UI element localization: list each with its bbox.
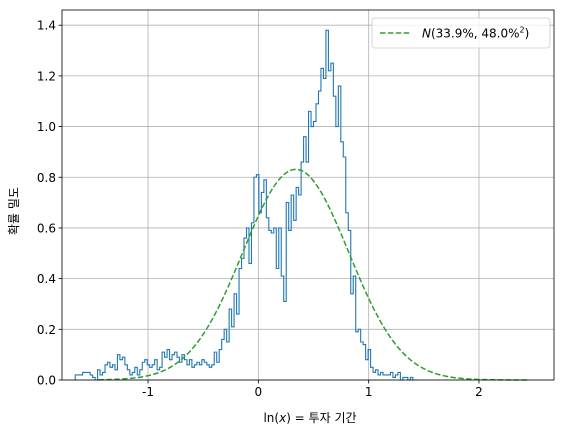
y-tick-label: 1.2	[37, 69, 56, 83]
legend-box	[371, 17, 551, 49]
x-axis-label-part-1: ln(	[263, 411, 279, 425]
histogram-series	[74, 29, 418, 381]
grid	[62, 10, 554, 381]
legend-label: N(33.9%, 48.0%2)	[422, 26, 529, 41]
y-tick-label: 0.6	[37, 221, 56, 235]
x-axis-label: ln(x) = 투자 기간	[263, 411, 356, 425]
legend-label-name: N	[422, 27, 431, 41]
x-axis-label-part-3: ) = 투자 기간	[286, 411, 356, 425]
y-axis-label: 확률 밀도	[7, 187, 21, 235]
legend: N(33.9%, 48.0%2)	[371, 17, 551, 49]
x-tick-label: 1	[365, 385, 373, 399]
y-tick-label: 1.4	[37, 19, 56, 33]
legend-label-sup: 2	[520, 26, 525, 35]
legend-label-close: )	[525, 27, 530, 41]
legend-label-args: (33.9%, 48.0%	[431, 27, 520, 41]
x-tick-label: 0	[255, 385, 263, 399]
y-tick-label: 0.0	[37, 374, 56, 388]
x-tick-label: -1	[142, 385, 154, 399]
y-tick-label: 0.2	[37, 323, 56, 337]
y-tick-label: 0.8	[37, 171, 56, 185]
x-axis-ticks: -1 0 1 2	[142, 380, 483, 399]
histogram-step-line	[74, 29, 418, 381]
x-axis-label-variable: x	[278, 411, 287, 425]
y-tick-label: 0.4	[37, 272, 56, 286]
x-tick-label: 2	[475, 385, 483, 399]
y-axis-ticks: 0.0 0.2 0.4 0.6 0.8 1.0 1.2 1.4	[37, 19, 62, 388]
plot-frame	[61, 9, 555, 381]
normal-curve-series	[98, 168, 529, 381]
y-tick-label: 1.0	[37, 120, 56, 134]
normal-curve-line	[98, 168, 529, 381]
